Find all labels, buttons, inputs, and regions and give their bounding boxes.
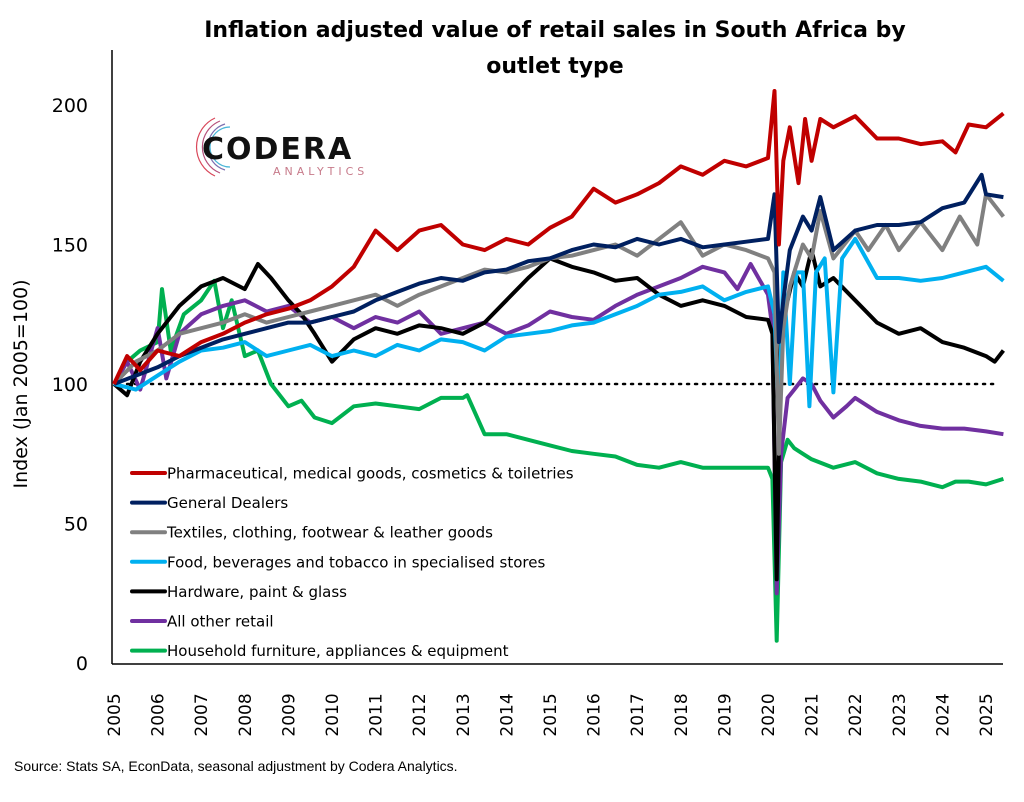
x-tick-label: 2010 xyxy=(323,693,343,736)
x-tick-label: 2019 xyxy=(715,693,735,736)
chart-title-line-2: outlet type xyxy=(486,54,623,79)
x-tick-label: 2015 xyxy=(541,693,561,736)
legend-label: Pharmaceutical, medical goods, cosmetics… xyxy=(167,465,574,483)
y-axis-label: Index (Jan 2005=100) xyxy=(10,279,32,488)
series-line-1 xyxy=(113,172,1004,386)
series-line-5 xyxy=(112,262,1004,596)
y-tick-label: 50 xyxy=(64,514,88,536)
x-tick-label: 2008 xyxy=(236,693,256,736)
series-lines xyxy=(112,89,1005,643)
x-tick-label: 2016 xyxy=(585,693,605,736)
y-tick-label: 0 xyxy=(76,653,88,675)
legend: Pharmaceutical, medical goods, cosmetics… xyxy=(130,465,574,660)
series-line-2 xyxy=(112,192,1005,456)
logo-wordmark: CODERA xyxy=(202,132,353,167)
x-tick-label: 2017 xyxy=(628,693,648,736)
source-note: Source: Stats SA, EconData, seasonal adj… xyxy=(14,758,458,774)
legend-label: Household furniture, appliances & equipm… xyxy=(167,642,509,660)
x-tick-label: 2014 xyxy=(497,693,517,736)
logo-subtitle: ANALYTICS xyxy=(273,165,368,178)
x-tick-label: 2007 xyxy=(192,693,212,736)
x-tick-label: 2013 xyxy=(454,693,474,736)
x-ticks: 2005 2006 2007 2008 2009 2010 2011 2012 2013 2014… xyxy=(105,693,997,736)
x-tick-label: 2009 xyxy=(279,693,299,736)
y-tick-label: 150 xyxy=(52,235,88,257)
chart-title-line-1: Inflation adjusted value of retail sales… xyxy=(204,18,906,43)
x-tick-label: 2011 xyxy=(367,693,387,736)
legend-label: General Dealers xyxy=(167,494,288,512)
x-tick-label: 2012 xyxy=(410,693,430,736)
y-ticks: 0 50 100 150 200 xyxy=(52,95,88,675)
series-line-4 xyxy=(112,248,1005,582)
x-tick-label: 2023 xyxy=(890,693,910,736)
x-tick-label: 2025 xyxy=(977,693,997,736)
logo-circuit-icon xyxy=(195,117,231,177)
x-tick-label: 2020 xyxy=(759,693,779,736)
x-tick-label: 2006 xyxy=(149,693,169,736)
y-tick-label: 200 xyxy=(52,95,88,117)
x-tick-label: 2024 xyxy=(933,693,953,736)
legend-label: Hardware, paint & glass xyxy=(167,583,347,601)
x-tick-label: 2005 xyxy=(105,693,125,736)
legend-label: Food, beverages and tobacco in specialis… xyxy=(167,553,545,571)
legend-label: All other retail xyxy=(167,613,274,631)
x-tick-label: 2021 xyxy=(803,693,823,736)
y-tick-label: 100 xyxy=(52,374,88,396)
x-tick-label: 2018 xyxy=(672,693,692,736)
series-line-3 xyxy=(113,236,1005,428)
legend-label: Textiles, clothing, footwear & leather g… xyxy=(166,524,493,542)
x-tick-label: 2022 xyxy=(846,693,866,736)
codera-logo: CODERA ANALYTICS xyxy=(195,117,368,178)
series-line-0 xyxy=(112,89,1005,385)
